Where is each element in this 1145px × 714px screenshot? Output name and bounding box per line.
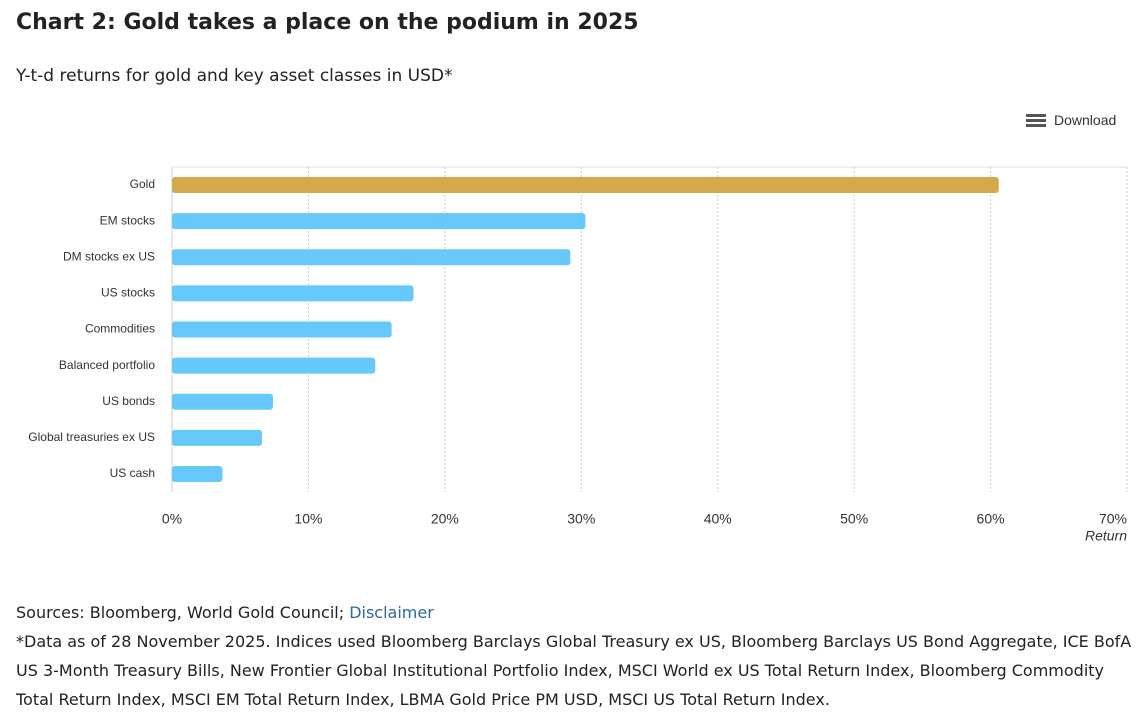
y-tick-label: US cash [110,466,155,480]
x-tick-label: 0% [162,511,182,527]
bar [172,285,414,302]
y-tick-label: DM stocks ex US [63,249,155,263]
bar [172,357,376,374]
download-label: Download [1054,112,1117,128]
y-tick-label: EM stocks [100,213,155,227]
bar [172,429,263,446]
x-tick-label: 10% [294,511,322,527]
bar [172,249,571,266]
x-tick-label: 50% [840,511,868,527]
x-axis-title: Return [1085,528,1127,544]
disclaimer-link[interactable]: Disclaimer [349,603,434,622]
x-tick-label: 70% [1099,511,1127,527]
download-button[interactable]: Download [1026,112,1116,128]
y-tick-label: Gold [130,177,155,191]
bar [172,393,273,410]
x-tick-label: 20% [431,511,459,527]
x-tick-label: 40% [704,511,732,527]
bar [172,213,586,230]
menu-icon [1026,114,1046,127]
bar [172,321,392,338]
y-tick-label: US stocks [101,286,155,300]
footer: Sources: Bloomberg, World Gold Council; … [16,598,1136,714]
y-tick-label: US bonds [102,394,155,408]
chart: 0% 10% 20% 30% 40% 50% 60% 70%Return Gold EM stoc… [28,166,1128,544]
chart-subtitle: Y-t-d returns for gold and key asset cla… [16,66,453,86]
y-tick-label: Global treasuries ex US [28,430,155,444]
footnote: *Data as of 28 November 2025. Indices us… [16,632,1132,709]
x-tick-label: 30% [567,511,595,527]
x-tick-label: 60% [977,511,1005,527]
sources: Sources: Bloomberg, World Gold Council; … [16,598,1136,627]
y-tick-label: Commodities [85,322,155,336]
bar [172,177,999,194]
chart-title: Chart 2: Gold takes a place on the podiu… [16,10,639,35]
y-tick-label: Balanced portfolio [59,358,155,372]
bar [172,465,223,482]
sources-text: Sources: Bloomberg, World Gold Council; [16,603,345,622]
